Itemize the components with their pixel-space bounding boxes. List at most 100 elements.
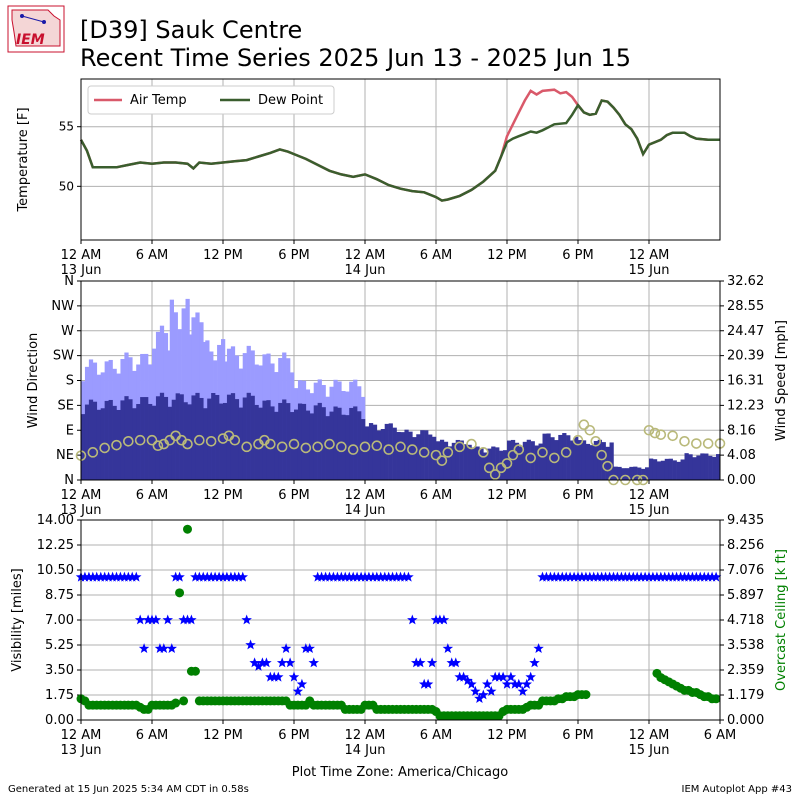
logo-text: IEM: [16, 32, 45, 48]
wind-speed-bar: [447, 446, 453, 480]
wind-speed-bar: [404, 429, 409, 480]
ceiling-point: [581, 690, 591, 700]
wind-speed-bar: [305, 410, 311, 480]
wind-speed-bar: [676, 461, 681, 480]
wind-speed-bar: [617, 466, 622, 480]
dir-tick-label: SW: [53, 349, 74, 364]
wind-speed-bar: [633, 466, 638, 480]
visibility-point: [478, 689, 489, 700]
visibility-point: [411, 657, 422, 668]
visibility-point: [564, 571, 576, 582]
vis-tick-label: 0.00: [45, 713, 74, 728]
wind-speed-bar: [341, 414, 346, 480]
wind-speed-bar: [309, 413, 315, 480]
x-tick-date: 13 Jun: [61, 263, 102, 278]
x-tick-date: 15 Jun: [629, 503, 670, 518]
wind-speed-bar: [712, 456, 717, 480]
speed-tick-label: 20.39: [727, 349, 764, 364]
wind-speed-bar: [479, 448, 484, 480]
visibility-point: [170, 571, 181, 582]
wind-speed-bar: [108, 399, 113, 480]
visibility-point: [395, 571, 406, 582]
visibility-point: [655, 571, 667, 582]
visibility-point: [344, 571, 355, 582]
visibility-point: [596, 571, 607, 582]
x-tick-date: 13 Jun: [61, 503, 102, 518]
x-axis-label: Plot Time Zone: America/Chicago: [292, 765, 508, 780]
wind-direction-point: [229, 434, 241, 446]
visibility-point: [127, 571, 138, 582]
visibility-point: [150, 614, 162, 625]
wind-direction-point: [241, 441, 252, 453]
visibility-point: [225, 571, 237, 582]
visibility-point: [194, 571, 205, 582]
visibility-point: [635, 571, 647, 582]
visibility-point: [592, 571, 603, 582]
dir-tick-label: NW: [51, 299, 74, 314]
visibility-point: [513, 678, 525, 689]
visibility-point: [489, 671, 501, 682]
visibility-point: [198, 571, 209, 582]
visibility-point: [628, 571, 639, 582]
x-tick-label: 12 AM: [61, 488, 102, 503]
wind-speed-bar: [238, 407, 244, 480]
visibility-point: [229, 571, 241, 582]
wind-speed-bar: [455, 439, 460, 480]
visibility-point: [154, 643, 166, 653]
visibility-point: [146, 614, 158, 625]
visibility-point: [209, 571, 221, 582]
visibility-point: [205, 571, 217, 582]
visibility-point: [292, 685, 304, 696]
visibility-point: [691, 571, 702, 582]
visibility-point: [217, 571, 229, 582]
visibility-point: [509, 678, 521, 689]
wind-direction-point: [691, 438, 702, 449]
visibility-point: [616, 571, 627, 582]
vis-tick-label: 1.75: [45, 688, 74, 703]
wind-direction-point: [276, 441, 288, 453]
visibility-point: [261, 657, 272, 668]
visibility-point: [249, 657, 260, 668]
wind-speed-bar: [518, 446, 524, 480]
legend-label-air-temp: Air Temp: [130, 93, 187, 108]
visibility-point: [399, 571, 410, 582]
visibility-point: [123, 571, 134, 582]
visibility-point: [83, 571, 95, 582]
visibility-point: [706, 571, 718, 582]
wind-speed-bar: [337, 407, 342, 480]
wind-direction-point: [643, 424, 655, 436]
wind-direction-point: [572, 434, 584, 446]
visibility-point: [245, 639, 256, 650]
visibility-point: [312, 571, 323, 582]
visibility-point: [288, 671, 300, 682]
visibility-point: [541, 571, 552, 582]
visibility-point: [415, 657, 426, 668]
wind-speed-bar: [459, 440, 464, 480]
wind-speed-bar: [526, 439, 531, 480]
ceiling-point: [711, 694, 721, 704]
ceiling-tick-label: 4.718: [727, 613, 764, 628]
visibility-point: [375, 571, 386, 582]
wind-direction-point: [111, 439, 122, 451]
panel-frame: [80, 78, 721, 241]
visibility-point: [643, 571, 655, 582]
visibility-point: [426, 657, 438, 668]
y-axis-label: Visibility [miles]: [10, 568, 25, 671]
title-station: [D39] Sauk Centre: [80, 16, 303, 44]
visibility-point: [584, 571, 596, 582]
visibility-point: [699, 571, 710, 582]
visibility-point: [710, 571, 722, 582]
wind-speed-bar: [290, 412, 295, 480]
x-tick-date: 13 Jun: [61, 743, 102, 758]
vis-tick-label: 12.25: [37, 538, 74, 553]
visibility-point: [221, 571, 233, 582]
wind-direction-point: [407, 444, 418, 455]
visibility-point: [639, 571, 651, 582]
visibility-point: [446, 657, 457, 668]
y-tick-label: 55: [59, 120, 74, 134]
visibility-point: [308, 657, 319, 668]
dir-tick-label: N: [64, 274, 74, 289]
wind-direction-point: [578, 419, 590, 431]
wind-direction-point: [596, 449, 607, 461]
visibility-point: [430, 614, 442, 625]
